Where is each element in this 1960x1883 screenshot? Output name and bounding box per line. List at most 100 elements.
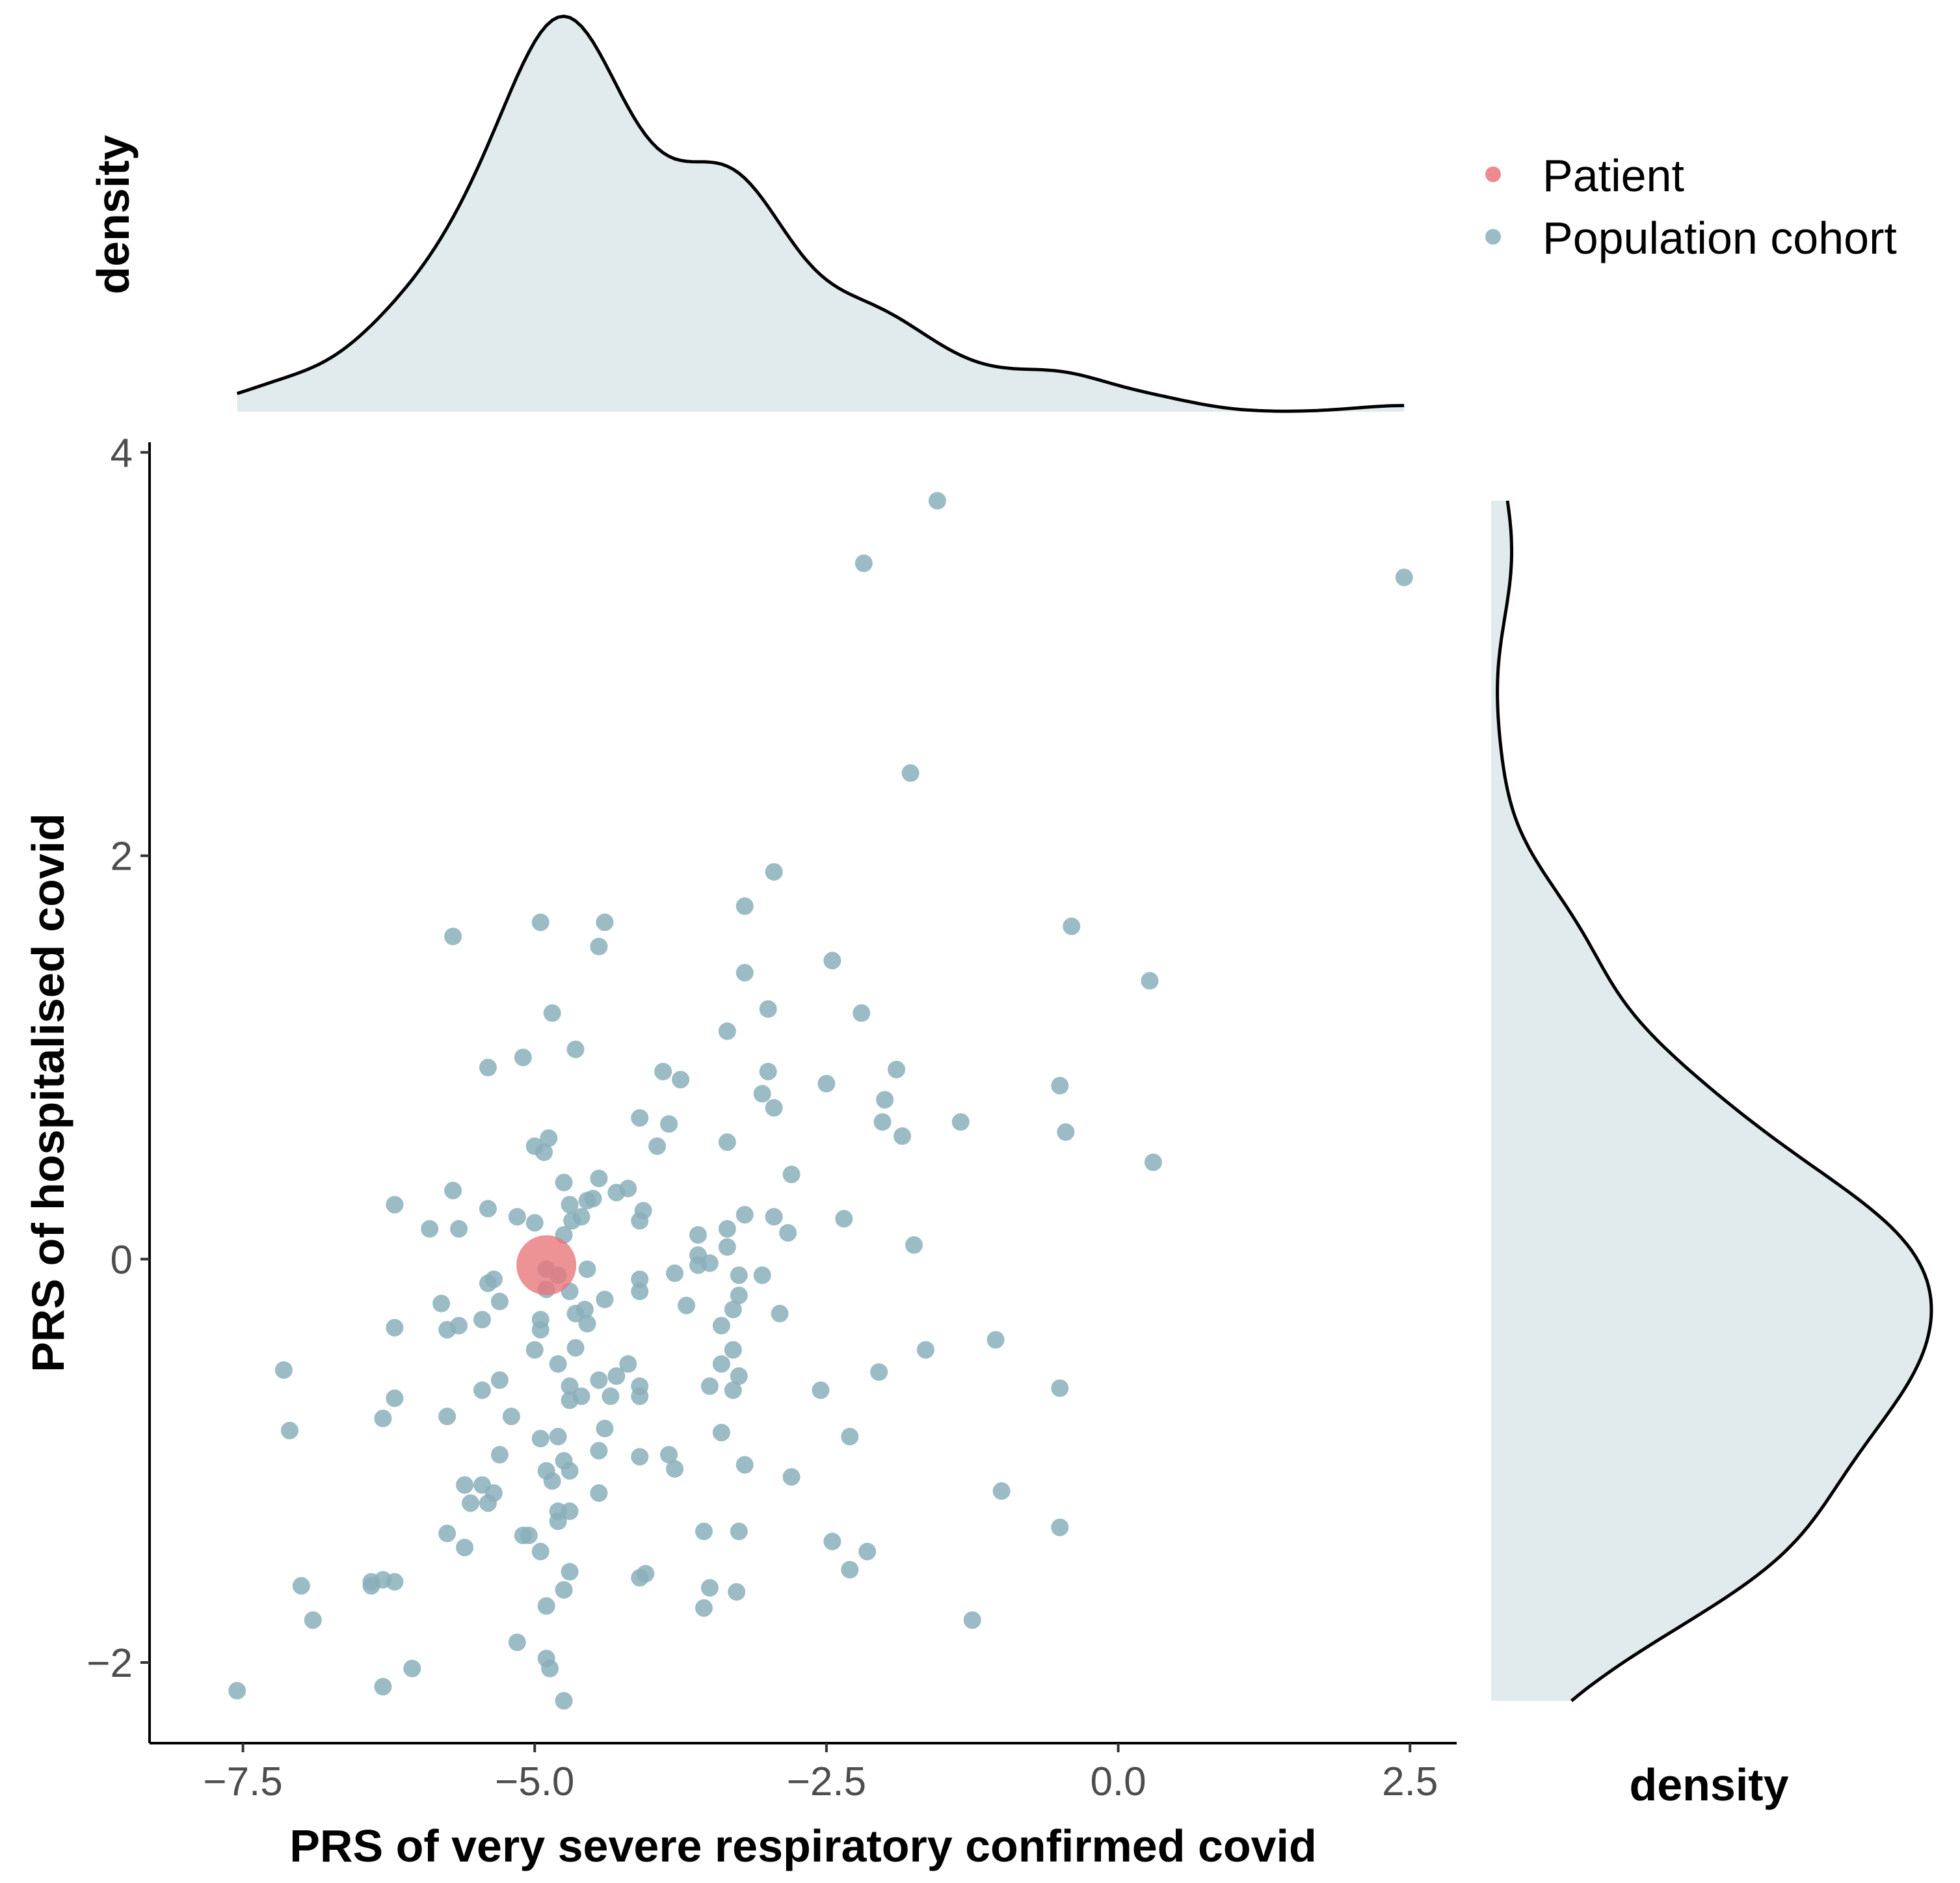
points-layer xyxy=(228,492,1413,1710)
population-point xyxy=(508,1633,526,1651)
population-point xyxy=(637,1565,655,1583)
population-point xyxy=(479,1058,497,1076)
population-point xyxy=(894,1127,912,1145)
population-point xyxy=(563,1212,581,1230)
population-point xyxy=(853,1004,871,1022)
population-point xyxy=(578,1192,596,1210)
population-point xyxy=(540,1129,558,1147)
top-density-fill xyxy=(237,16,1405,412)
population-point xyxy=(841,1428,859,1446)
legend: Patient Population cohort xyxy=(1485,150,1897,263)
population-point xyxy=(561,1391,579,1409)
population-point xyxy=(823,1532,841,1551)
population-point xyxy=(590,1441,608,1460)
population-point xyxy=(888,1060,906,1078)
population-point xyxy=(280,1421,298,1439)
population-point xyxy=(735,964,754,982)
population-point xyxy=(543,1472,561,1490)
population-point xyxy=(490,1446,509,1464)
population-point xyxy=(689,1226,707,1244)
population-point xyxy=(531,913,550,931)
population-point xyxy=(566,1040,585,1058)
population-point xyxy=(561,1462,579,1480)
population-point xyxy=(566,1339,585,1357)
population-point xyxy=(596,913,614,931)
population-point xyxy=(561,1195,579,1214)
population-point xyxy=(718,1133,736,1151)
population-point xyxy=(718,1238,736,1256)
population-point xyxy=(724,1300,742,1318)
population-point xyxy=(274,1361,293,1379)
x-tick-label: 2.5 xyxy=(1382,1759,1438,1804)
population-point xyxy=(841,1560,859,1579)
population-point xyxy=(549,1355,567,1373)
population-point xyxy=(525,1341,544,1359)
population-point xyxy=(854,554,873,572)
x-tick-label: 0.0 xyxy=(1090,1759,1146,1804)
population-point xyxy=(578,1260,596,1278)
top-density-line xyxy=(236,14,1405,413)
population-point xyxy=(386,1573,404,1591)
population-point xyxy=(386,1389,404,1408)
population-point xyxy=(779,1224,797,1242)
population-point xyxy=(765,862,783,881)
population-point xyxy=(576,1300,594,1318)
y-axis-title: PRS of hospitalised covid xyxy=(23,813,73,1372)
population-point xyxy=(718,1022,736,1040)
top-density-panel: density xyxy=(88,14,1405,413)
legend-label-population: Population cohort xyxy=(1543,213,1897,263)
population-point xyxy=(531,1320,550,1339)
population-point xyxy=(1051,1076,1069,1095)
y-tick-label: −2 xyxy=(86,1641,133,1686)
right-density-fill xyxy=(1491,500,1931,1701)
patient-point xyxy=(516,1235,577,1296)
population-point xyxy=(543,1004,561,1022)
population-point xyxy=(531,1430,550,1448)
population-point xyxy=(479,1494,497,1512)
population-point xyxy=(1051,1379,1069,1397)
population-point xyxy=(631,1270,649,1289)
population-point xyxy=(514,1048,532,1067)
population-point xyxy=(728,1583,746,1601)
population-point xyxy=(421,1220,439,1238)
population-point xyxy=(666,1460,684,1478)
population-point xyxy=(631,1282,649,1300)
y-ticks: −2 0 2 4 xyxy=(86,431,150,1686)
population-point xyxy=(502,1408,520,1426)
population-point xyxy=(479,1274,497,1292)
population-point xyxy=(607,1367,626,1385)
population-point xyxy=(654,1062,672,1080)
population-point xyxy=(374,1409,392,1428)
population-point xyxy=(753,1085,771,1103)
population-point xyxy=(456,1476,474,1494)
y-tick-label: 4 xyxy=(111,431,133,476)
x-tick-label: −2.5 xyxy=(787,1759,866,1804)
right-density-panel: density xyxy=(1491,500,1933,1810)
population-point xyxy=(735,1206,754,1224)
population-point xyxy=(549,1428,567,1446)
population-point xyxy=(700,1377,719,1395)
population-point xyxy=(648,1137,667,1155)
population-point xyxy=(590,1169,608,1188)
population-point xyxy=(759,1000,777,1018)
legend-key-patient xyxy=(1485,167,1501,182)
population-point xyxy=(695,1522,713,1540)
population-point xyxy=(987,1331,1005,1349)
population-point xyxy=(916,1341,934,1359)
population-point xyxy=(712,1316,730,1335)
population-point xyxy=(473,1311,491,1329)
population-point xyxy=(304,1611,322,1629)
legend-key-population xyxy=(1485,229,1501,245)
population-point xyxy=(228,1681,246,1700)
population-point xyxy=(578,1315,596,1333)
population-point xyxy=(362,1577,380,1595)
x-tick-label: −7.5 xyxy=(203,1759,282,1804)
y-tick-label: 2 xyxy=(111,835,133,879)
x-tick-label: −5.0 xyxy=(495,1759,574,1804)
population-point xyxy=(876,1091,894,1109)
main-plot-panel: −7.5 −5.0 −2.5 0.0 2.5 −2 0 2 4 PRS of very sev… xyxy=(23,431,1457,1871)
population-point xyxy=(292,1577,310,1595)
population-point xyxy=(444,928,462,946)
population-point xyxy=(660,1115,678,1133)
population-point xyxy=(759,1062,777,1080)
